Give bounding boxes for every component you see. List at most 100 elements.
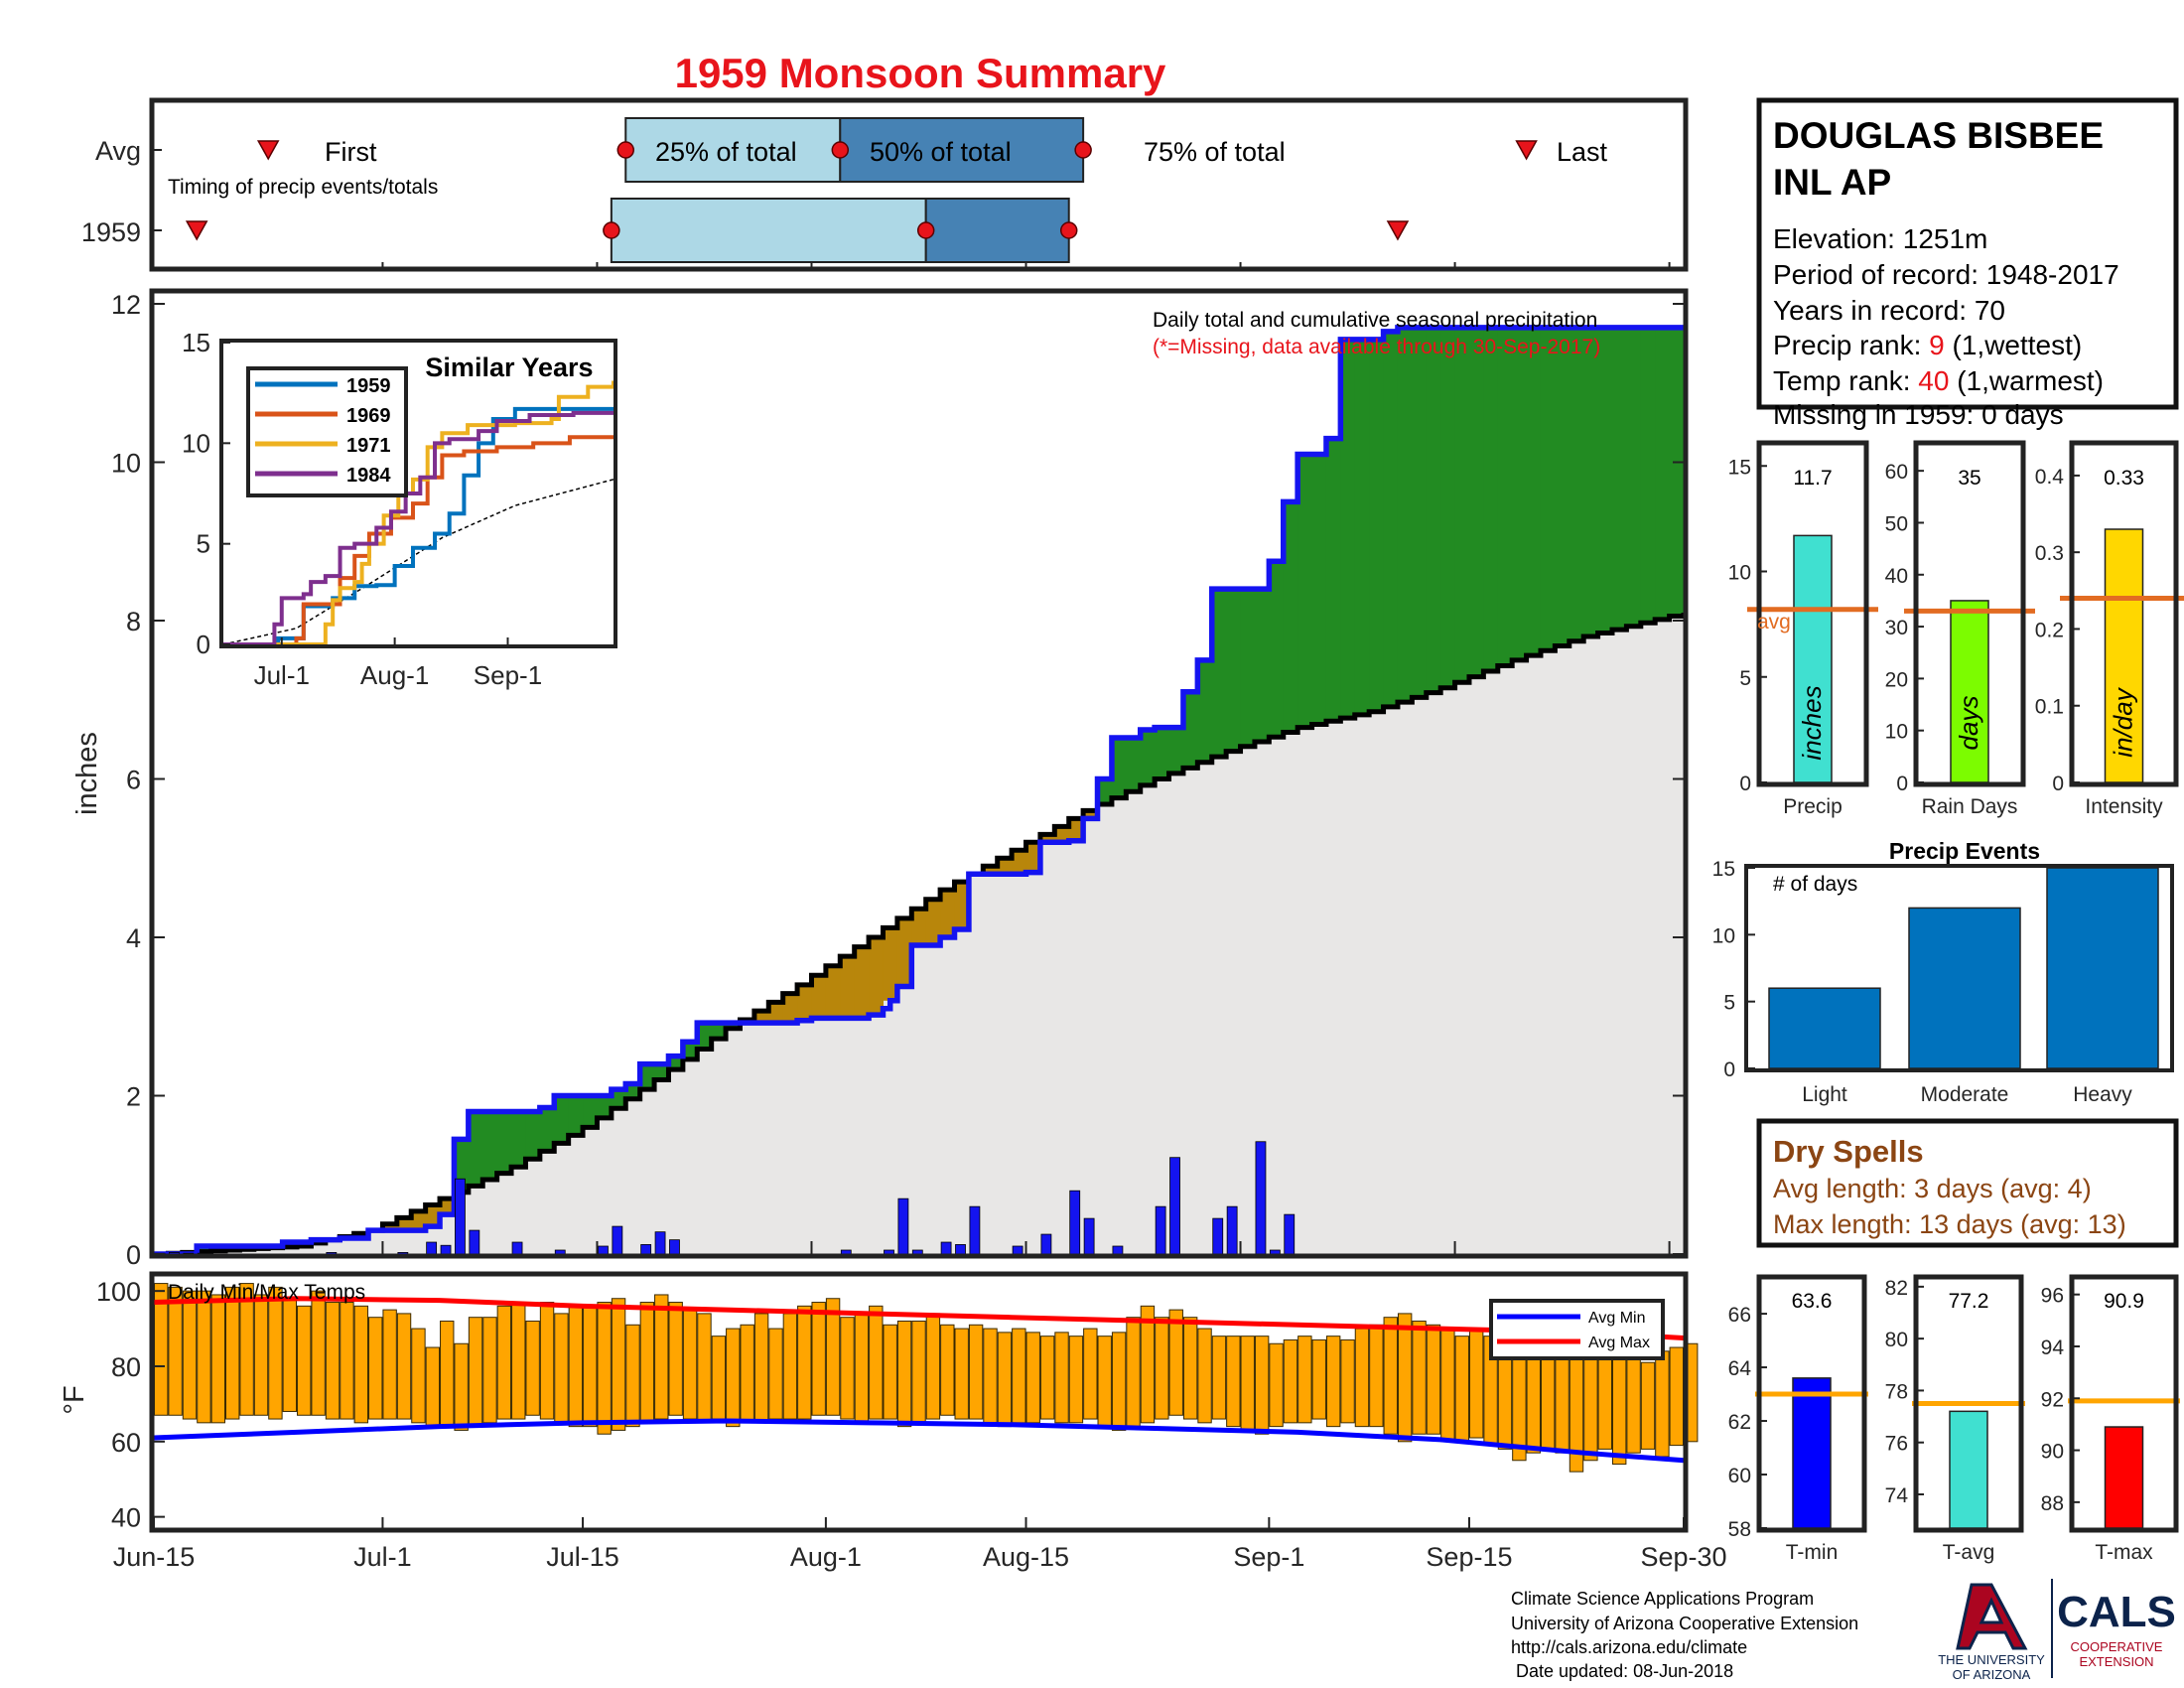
label-first: First (325, 137, 377, 167)
surplus-fill (1283, 501, 1298, 733)
temp-legend (1489, 1299, 1665, 1360)
precip-event-y-tick-label: 5 (1723, 992, 1735, 1015)
deficit-fill-top (382, 1223, 398, 1231)
inset-y-tick-label: 0 (197, 630, 210, 659)
station-name-line1: DOUGLAS BISBEE (1773, 115, 2104, 156)
temp-summary-frame-0 (1756, 1274, 1867, 1533)
temp-range-bar (911, 1320, 926, 1424)
summary-label-2: Intensity (2085, 795, 2163, 818)
temp-summary-y-tick-label: 60 (1728, 1465, 1751, 1487)
station-elevation: Elevation: 1251m (1773, 223, 1987, 254)
deficit-fill-top (925, 899, 941, 945)
ua-line2: OF ARIZONA (1953, 1667, 2031, 1682)
surplus-fill (1397, 327, 1413, 703)
temp-range-bar (883, 1324, 897, 1420)
summary-value-0: 11.7 (1793, 467, 1832, 490)
deficit-fill-top (396, 1217, 412, 1231)
timing-marker-avg-1 (831, 141, 850, 159)
daily-precip-bar (1255, 1141, 1267, 1255)
temp-range-bar (1168, 1309, 1183, 1416)
temp-range-bar (1211, 1336, 1227, 1420)
surplus-fill (568, 1095, 584, 1136)
main-y-tick-label: 6 (126, 766, 141, 795)
daily-precip-bar (1269, 1249, 1281, 1255)
main-plot (154, 325, 1687, 1257)
temp-summary-value-1: 77.2 (1949, 1290, 1989, 1313)
temp-range-bar (454, 1342, 469, 1431)
timing-marker-year_1959-1 (916, 221, 935, 239)
summary-unit-0: inches (1797, 685, 1827, 760)
temp-range-bar (740, 1324, 754, 1424)
precip-event-bar-0 (1768, 987, 1881, 1069)
temp-range-bar (311, 1290, 326, 1416)
timing-marker-year_1959-2 (1059, 221, 1078, 239)
inset-y-tick-label: 15 (182, 328, 210, 357)
temp-range-bar (726, 1328, 741, 1428)
temp-range-bar (1555, 1346, 1570, 1454)
timing-marker-year_1959-0 (603, 221, 620, 239)
daily-precip-bar (455, 1178, 466, 1255)
daily-precip-bar (1169, 1157, 1180, 1255)
summary-y-tick-label: 10 (1885, 721, 1908, 744)
temp-y-tick-label: 80 (111, 1352, 141, 1382)
daily-precip-bar (669, 1239, 680, 1255)
temp-range-bar (568, 1305, 584, 1428)
surplus-fill (1640, 327, 1656, 624)
timing-triangle-year_1959-0 (185, 220, 208, 241)
precip-event-y-tick-label: 15 (1712, 858, 1735, 881)
page-title: 1959 Monsoon Summary (675, 50, 1166, 96)
similar-years-inset: Similar Years 0 5 10 15 Jul-1 Aug-1 Sep-1 195… (182, 328, 617, 690)
temp-summary-y-tick-label: 66 (1728, 1304, 1751, 1327)
temp-range-bar (1283, 1338, 1298, 1424)
temp-range-bar (239, 1283, 254, 1416)
summary-bars: 0 5 10 15 11.7 inches Precip 0 10 20 30 40 50 60 35 day… (1728, 440, 2184, 818)
deficit-fill-top (1012, 850, 1027, 875)
dry-spells-max: Max length: 13 days (avg: 13) (1773, 1209, 2126, 1239)
surplus-fill (1311, 454, 1327, 725)
surplus-fill (1669, 327, 1685, 617)
surplus-fill (1583, 327, 1599, 636)
precip-event-bar-2 (2046, 867, 2159, 1069)
dry-spells-frame (1756, 1118, 2179, 1248)
timing-marker-avg-2 (1074, 141, 1092, 159)
temp-range-bar (168, 1286, 183, 1416)
surplus-fill (1168, 727, 1184, 774)
summary-y-tick-label: 0 (1739, 773, 1751, 795)
temp-range-bar (1025, 1332, 1040, 1424)
summary-frame-1 (1913, 440, 2026, 787)
station-temp-rank-line: Temp rank: 40 (1,warmest) (1773, 365, 2104, 396)
surplus-fill (1426, 327, 1441, 693)
precip-rank-value: 9 (1929, 330, 1945, 360)
temp-y-ticks: 40 60 80 100 (96, 1277, 165, 1533)
dry-spells-title: Dry Spells (1773, 1134, 1924, 1169)
surplus-fill (1655, 327, 1671, 620)
summary-y-tick-label: 60 (1885, 461, 1908, 484)
main-y-tick-label: 4 (126, 923, 141, 953)
precip-event-bar-1 (1908, 907, 2021, 1069)
temp-range-bar (482, 1317, 497, 1424)
surplus-fill (1297, 454, 1313, 728)
surplus-fill (1354, 339, 1370, 715)
summary-y-tick-label: 20 (1885, 668, 1908, 691)
temp-range-bar (1454, 1336, 1469, 1443)
temp-summary-y-tick-label: 94 (2041, 1336, 2065, 1359)
deficit-fill-top (425, 1204, 441, 1227)
temp-range-bar (1426, 1324, 1441, 1435)
temp-range-bar (611, 1298, 626, 1431)
temp-range-bar (968, 1324, 984, 1420)
surplus-fill (1097, 778, 1113, 805)
precip-event-label: Light (1802, 1083, 1847, 1106)
temp-summary-y-tick-label: 80 (1885, 1329, 1908, 1351)
inset-average-line (222, 479, 614, 645)
surplus-fill (1240, 589, 1256, 747)
temp-summary-label-2: T-max (2095, 1541, 2153, 1564)
temp-range-bar (1083, 1328, 1098, 1420)
precip-events-frame (1744, 864, 2174, 1072)
temp-range-bar (1039, 1336, 1055, 1420)
temp-range-bar (511, 1302, 526, 1420)
deficit-fill-top (896, 917, 912, 987)
daily-precip-bar (1212, 1217, 1224, 1255)
daily-precip-bar (440, 1244, 452, 1255)
surplus-fill (583, 1095, 598, 1128)
temp-summary-y-tick-label: 96 (2041, 1285, 2064, 1308)
